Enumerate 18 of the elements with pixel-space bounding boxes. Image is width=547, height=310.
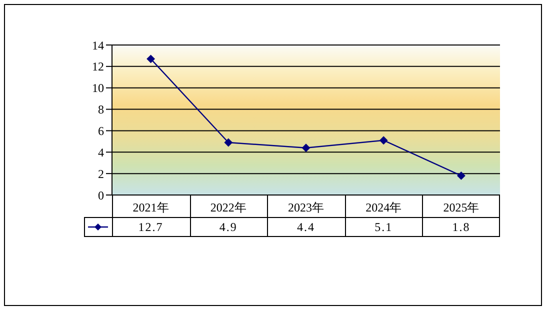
y-tick-label: 14 — [92, 38, 104, 52]
data-label: 4.4 — [296, 219, 316, 235]
x-tick-label: 2022年 — [210, 200, 246, 215]
x-tick-label: 2023年 — [288, 200, 324, 215]
x-tick-label: 2024年 — [366, 200, 402, 215]
data-label: 4.9 — [218, 219, 238, 235]
y-tick-label: 6 — [98, 124, 104, 138]
x-tick-label: 2025年 — [443, 200, 480, 215]
x-tick-label: 2021年 — [132, 200, 169, 215]
y-tick-label: 2 — [98, 166, 104, 181]
data-label: 1.8 — [451, 219, 472, 235]
data-label: 12.7 — [137, 219, 164, 235]
y-tick-label: 8 — [98, 102, 104, 117]
y-tick-label: 0 — [98, 188, 104, 202]
data-label: 5.1 — [374, 219, 394, 235]
y-tick-label: 10 — [92, 81, 104, 96]
y-tick-label: 4 — [98, 145, 104, 160]
y-tick-label: 12 — [92, 60, 104, 74]
